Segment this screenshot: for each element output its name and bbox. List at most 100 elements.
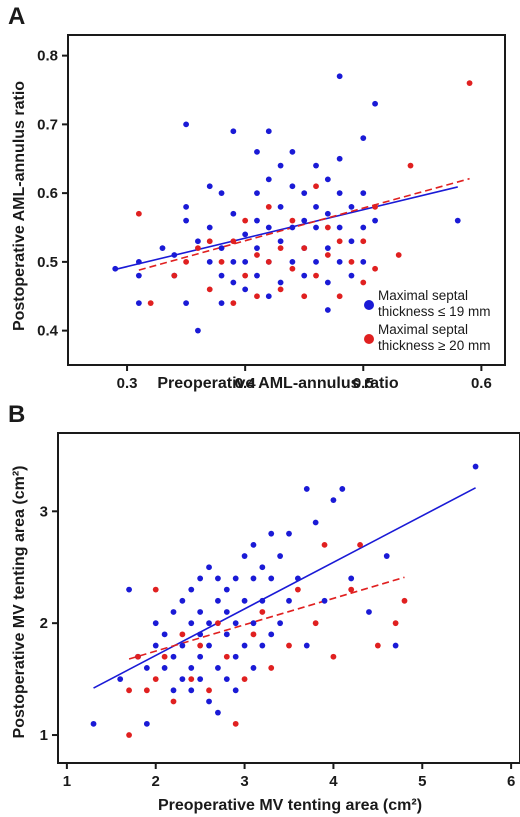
panel-a-point-thin-septum — [218, 300, 225, 307]
panel-a-point-thin-septum — [336, 224, 343, 231]
panel-a-point-thick-septum — [242, 272, 249, 279]
panel-a-point-thick-septum — [466, 80, 473, 87]
panel-a-point-thin-septum — [454, 217, 461, 224]
panel-a-y-tick-label: 0.5 — [37, 254, 58, 271]
panel-b-point-thin-septum — [250, 620, 257, 627]
panel-a-point-thin-septum — [277, 279, 284, 286]
panel-a-y-tick-label: 0.6 — [37, 185, 58, 202]
panel-a-point-thin-septum — [289, 148, 296, 155]
panel-b-point-thin-septum — [259, 597, 266, 604]
panel-b-point-thin-septum — [161, 631, 168, 638]
panel-b-point-thick-septum — [392, 620, 399, 627]
panel-b-point-thick-septum — [161, 653, 168, 660]
panel-a-point-thin-septum — [265, 128, 272, 135]
panel-b-point-thick-septum — [357, 541, 363, 548]
panel-a-point-thin-septum — [230, 258, 237, 265]
panel-a-point-thin-septum — [348, 272, 355, 279]
panel-a-point-thin-septum — [324, 245, 331, 252]
panel-b-point-thick-septum — [215, 620, 221, 627]
panel-b-point-thin-septum — [206, 698, 212, 705]
panel-b-point-thin-septum — [250, 665, 257, 671]
panel-b-point-thin-septum — [366, 609, 372, 615]
panel-a-point-thin-septum — [372, 217, 378, 224]
panel-a-point-thin-septum — [254, 148, 260, 155]
panel-b-point-thick-septum — [232, 720, 239, 727]
panel-b-point-thin-septum — [339, 486, 346, 492]
panel-a-point-thin-septum — [230, 210, 237, 217]
panel-b-point-thick-septum — [197, 642, 204, 649]
panel-b-point-thin-septum — [206, 620, 212, 627]
panel-b-point-thick-septum — [126, 732, 132, 738]
panel-a-point-thin-septum — [135, 272, 142, 279]
panel-b-point-thick-septum — [250, 631, 257, 638]
panel-b-point-thin-septum — [126, 586, 132, 593]
panel-b-y-tick-label: 3 — [40, 503, 48, 520]
panel-b-point-thick-septum — [286, 642, 292, 649]
panel-b-point-thin-septum — [215, 665, 221, 671]
panel-a-fit-line-thin-septum — [115, 186, 458, 271]
panel-a-point-thin-septum — [254, 190, 260, 197]
panel-a-point-thick-septum — [313, 272, 319, 279]
panel-a-point-thin-septum — [277, 162, 284, 169]
panel-b-point-thick-septum — [268, 665, 275, 671]
panel-b-point-thin-septum — [392, 642, 399, 649]
panel-a-point-thin-septum — [218, 272, 225, 279]
panel-b-point-thin-septum — [232, 620, 239, 627]
panel-a-point-thin-septum — [348, 238, 355, 245]
panel-a-ticks: 0.3 0.4 0.5 0.6 0.4 0.5 0.6 0.7 0.8 — [37, 48, 492, 392]
panel-a-point-thick-septum — [195, 245, 201, 252]
panel-a-point-thick-septum — [301, 293, 308, 300]
panel-a-point-thin-septum — [289, 224, 296, 231]
panel-a-point-thin-septum — [159, 245, 166, 252]
panel-b-point-thin-septum — [241, 642, 248, 649]
panel-b-fit-lines — [93, 487, 476, 689]
panel-b-point-thick-septum — [374, 642, 381, 649]
panel-a-point-thick-septum — [230, 300, 237, 307]
panel-b-point-thin-septum — [197, 653, 204, 660]
panel-a-point-thin-septum — [289, 183, 296, 190]
panel-b-point-thin-septum — [321, 597, 328, 604]
panel-b-point-thin-septum — [197, 631, 204, 638]
panel-a-point-thin-septum — [360, 224, 367, 231]
panel-a-y-tick-label: 0.4 — [37, 323, 59, 340]
panel-b-point-thin-septum — [215, 709, 221, 716]
panel-a-point-thick-septum — [289, 265, 296, 272]
panel-b-x-tick-label: 2 — [152, 773, 160, 790]
panel-b-points — [90, 463, 479, 738]
panel-b-y-axis-title: Postoperative MV tenting area (cm²) — [11, 466, 28, 739]
panel-a-point-thick-septum — [372, 265, 378, 272]
panel-b-y-tick-label: 2 — [40, 615, 48, 632]
panel-b-point-thin-septum — [188, 665, 195, 671]
panel-a-point-thin-septum — [360, 258, 367, 265]
panel-a-letter: A — [8, 3, 25, 30]
panel-b-point-thin-septum — [232, 653, 239, 660]
panel-a-point-thick-septum — [324, 252, 331, 258]
panel-a-point-thin-septum — [324, 307, 331, 313]
panel-a-point-thin-septum — [277, 238, 284, 245]
panel-a-fit-line-thick-septum — [138, 177, 470, 271]
panel-a-point-thin-septum — [289, 258, 296, 265]
panel-a-point-thick-septum — [372, 203, 378, 210]
panel-a-point-thick-septum — [407, 162, 414, 169]
panel-b-point-thick-septum — [188, 676, 195, 683]
panel-b-point-thick-septum — [143, 687, 150, 694]
panel-a-point-thin-septum — [218, 245, 225, 252]
panel-b-point-thin-septum — [179, 597, 186, 604]
panel-a-point-thick-septum — [230, 238, 237, 245]
panel-b-point-thin-septum — [286, 597, 292, 604]
panel-b-point-thin-septum — [170, 609, 177, 615]
panel-b-point-thin-septum — [250, 575, 257, 582]
panel-b-point-thin-septum — [383, 553, 390, 559]
panel-b-point-thin-septum — [286, 530, 292, 537]
panel-b-x-tick-label: 5 — [418, 773, 426, 790]
panel-b-point-thick-septum — [206, 687, 212, 694]
panel-a-point-thick-septum — [183, 258, 190, 265]
panel-b-point-thin-septum — [268, 631, 275, 638]
panel-a-point-thin-septum — [336, 258, 343, 265]
panel-b-point-thin-septum — [188, 620, 195, 627]
panel-a-point-thin-septum — [277, 203, 284, 210]
panel-a-plot-frame — [67, 34, 506, 366]
panel-a-point-thick-septum — [218, 258, 225, 265]
panel-a-point-thin-septum — [242, 286, 249, 293]
panel-a-point-thick-septum — [254, 293, 260, 300]
